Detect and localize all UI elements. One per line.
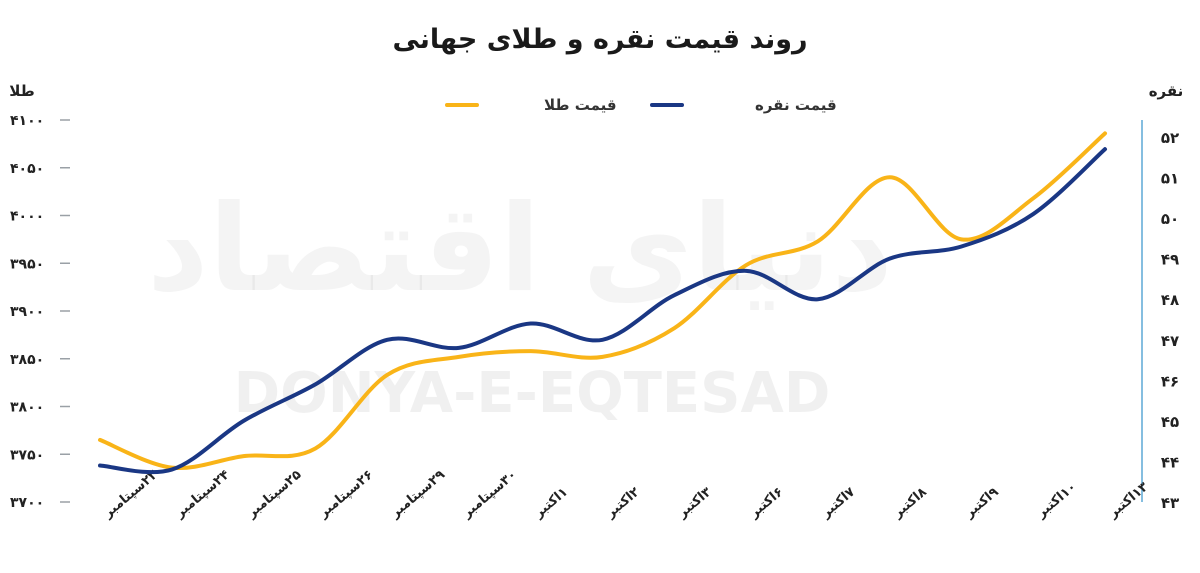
right-tick-label: ۴۹ xyxy=(1161,251,1179,269)
left-tick-label: ۳۹۵۰ xyxy=(10,256,44,272)
x-tick-label: ۳۰سپتامبر xyxy=(459,467,520,521)
series-line-gold xyxy=(98,131,1107,471)
right-tick-label: ۴۷ xyxy=(1161,332,1179,350)
right-tick-label: ۴۴ xyxy=(1161,453,1179,471)
right-tick-label: ۵۰ xyxy=(1161,210,1179,228)
left-tick-label: ۳۸۰۰ xyxy=(10,400,44,416)
left-tick-label: ۴۰۰۰ xyxy=(10,209,44,225)
right-tick-label: ۴۳ xyxy=(1161,494,1179,512)
x-tick-label: ۲۵سپتامبر xyxy=(244,467,305,521)
x-tick-label: ۳اکتبر xyxy=(674,485,714,522)
left-tick-label: ۳۷۵۰ xyxy=(10,447,44,463)
x-tick-label: ۱۳اکتبر xyxy=(1105,480,1151,522)
right-axis-title: نقره xyxy=(1149,82,1184,100)
left-tick-label: ۴۱۰۰ xyxy=(10,113,44,129)
right-tick-label: ۵۲ xyxy=(1161,129,1179,147)
chart-title: روند قیمت نقره و طلای جهانی xyxy=(392,24,808,55)
left-tick-label: ۴۰۵۰ xyxy=(10,161,44,177)
x-tick-label: ۷اکتبر xyxy=(818,485,858,522)
x-tick-label: ۲۴سپتامبر xyxy=(172,467,233,521)
right-tick-label: ۵۱ xyxy=(1161,170,1179,188)
legend: قیمت طلا قیمت نقره xyxy=(445,96,837,114)
watermark: دنیای اقتصاد DONYA-E-EQTESAD xyxy=(147,180,893,426)
left-tick-label: ۳۷۰۰ xyxy=(10,495,44,511)
right-tick-label: ۴۸ xyxy=(1161,291,1179,309)
legend-label-gold: قیمت طلا xyxy=(544,96,617,114)
x-tick-label: ۲۶سپتامبر xyxy=(316,467,377,521)
left-axis-title: طلا xyxy=(9,82,35,100)
watermark-logo-text: دنیای اقتصاد xyxy=(147,180,893,319)
x-tick-label: ۶اکتبر xyxy=(746,485,786,522)
left-tick-label: ۳۸۵۰ xyxy=(10,352,44,368)
right-tick-label: ۴۶ xyxy=(1161,372,1179,390)
right-tick-label: ۴۵ xyxy=(1161,413,1179,431)
watermark-text: DONYA-E-EQTESAD xyxy=(234,361,831,426)
left-tick-label: ۳۹۰۰ xyxy=(10,304,44,320)
x-tick-label: ۱اکتبر xyxy=(531,485,571,522)
x-tick-label: ۲اکتبر xyxy=(603,485,643,522)
legend-label-silver: قیمت نقره xyxy=(755,96,837,114)
x-tick-label: ۲۳سپتامبر xyxy=(100,467,161,521)
series-lines xyxy=(98,131,1107,475)
x-tick-label: ۸اکتبر xyxy=(890,485,930,522)
x-tick-label: ۹اکتبر xyxy=(962,485,1002,522)
x-tick-label: ۲۹سپتامبر xyxy=(387,467,448,521)
x-tick-label: ۱۰اکتبر xyxy=(1033,480,1079,522)
